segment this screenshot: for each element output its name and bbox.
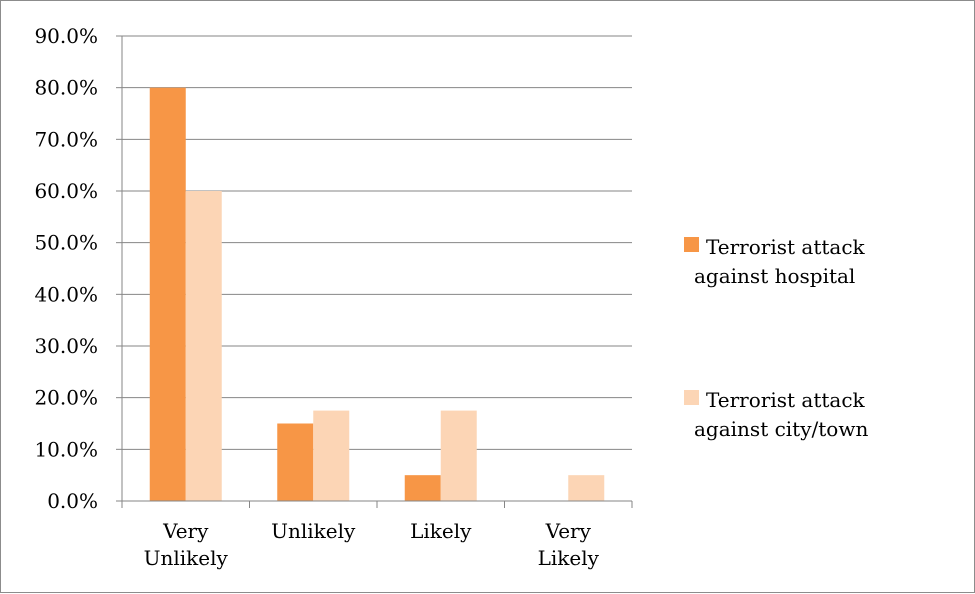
y-tick-label: 0.0%	[47, 489, 98, 513]
legend-label-line: Terrorist attack	[706, 235, 866, 259]
x-category-label: Likely	[410, 519, 472, 543]
legend-label-line: against city/town	[694, 417, 868, 441]
x-category-label: Unlikely	[271, 519, 356, 543]
y-tick-label: 50.0%	[34, 231, 98, 255]
y-tick-label: 30.0%	[34, 334, 98, 358]
y-axis-tick-labels: 0.0% 10.0% 20.0% 30.0% 40.0% 50.0% 60.0% 70.0% 8…	[34, 24, 98, 513]
y-tick-label: 90.0%	[34, 24, 98, 48]
legend-label: Terrorist attack against city/town	[694, 388, 868, 441]
x-axis-category-labels: Very Unlikely Unlikely Likely Very Likely	[144, 519, 600, 570]
bar-city-town	[440, 410, 477, 501]
legend-label-line: against hospital	[694, 264, 855, 288]
bar-city-town	[313, 410, 350, 501]
legend-label-line: Terrorist attack	[706, 388, 866, 412]
axes	[116, 35, 633, 508]
y-tick-label: 10.0%	[34, 437, 98, 461]
legend: Terrorist attack against hospitalTerroris…	[684, 235, 868, 441]
y-tick-label: 70.0%	[34, 127, 98, 151]
bar-hospital	[149, 87, 186, 502]
x-category-label-line: Likely	[410, 519, 472, 543]
y-tick-label: 40.0%	[34, 282, 98, 306]
x-category-label-line: Very	[162, 519, 209, 543]
y-tick-label: 60.0%	[34, 179, 98, 203]
bar-hospital	[404, 475, 441, 501]
y-tick-label: 20.0%	[34, 386, 98, 410]
legend-swatch	[684, 390, 699, 405]
x-category-label-line: Unlikely	[271, 519, 356, 543]
legend-swatch	[684, 237, 699, 252]
x-category-label: Very Unlikely	[144, 519, 229, 570]
bar-city-town	[568, 475, 605, 501]
bar-city-town	[185, 191, 222, 501]
legend-label: Terrorist attack against hospital	[694, 235, 866, 288]
x-category-label-line: Unlikely	[144, 546, 229, 570]
x-category-label-line: Likely	[538, 546, 600, 570]
x-category-label-line: Very	[545, 519, 592, 543]
bars	[149, 87, 605, 502]
bar-hospital	[277, 423, 314, 501]
y-tick-label: 80.0%	[34, 76, 98, 100]
x-category-label: Very Likely	[538, 519, 600, 570]
